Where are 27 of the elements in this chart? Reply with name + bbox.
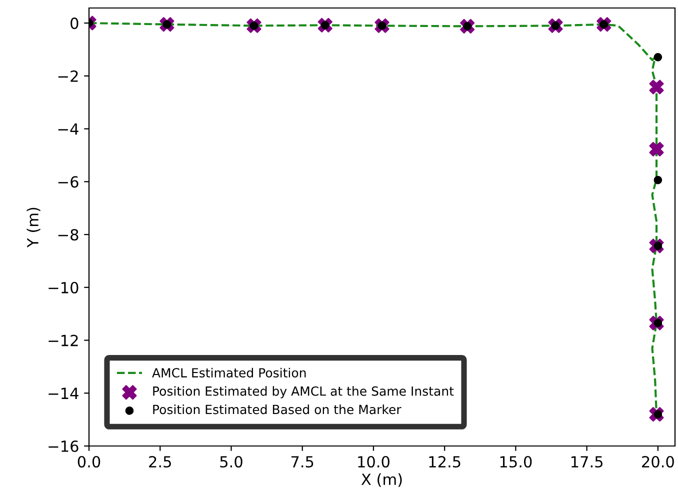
y-tick-label: −6 xyxy=(58,176,78,188)
point xyxy=(649,142,664,156)
point xyxy=(654,176,662,184)
x-tick-label: 20.0 xyxy=(642,456,674,468)
x-axis-title: X (m) xyxy=(361,473,402,487)
y-axis-title: Y (m) xyxy=(26,208,40,248)
x-tick-label: 0.0 xyxy=(78,456,100,468)
x-tick-label: 10.0 xyxy=(358,456,390,468)
point xyxy=(649,80,664,94)
y-tick-label: −14 xyxy=(48,388,78,399)
y-tick-label: 0 xyxy=(70,18,78,30)
x-tick-label: 7.5 xyxy=(291,456,314,468)
legend-label: Position Estimated by AMCL at the Same Instant xyxy=(153,386,454,398)
y-tick-label: −16 xyxy=(48,440,78,452)
y-tick-label: −10 xyxy=(48,282,78,294)
point xyxy=(654,53,662,62)
x-tick-label: 12.5 xyxy=(429,456,460,468)
x-tick-label: 5.0 xyxy=(220,456,242,468)
y-tick-label: −8 xyxy=(58,229,78,241)
y-tick-label: −4 xyxy=(58,123,78,135)
y-tick-label: −12 xyxy=(48,334,78,346)
legend-label: AMCL Estimated Position xyxy=(152,368,306,378)
y-tick-label: −2 xyxy=(58,70,78,82)
x-tick-label: 2.5 xyxy=(149,456,171,468)
x-tick-label: 15.0 xyxy=(500,456,532,468)
x-tick-label: 17.5 xyxy=(571,456,602,468)
legend-label: Position Estimated Based on the Marker xyxy=(153,404,402,414)
